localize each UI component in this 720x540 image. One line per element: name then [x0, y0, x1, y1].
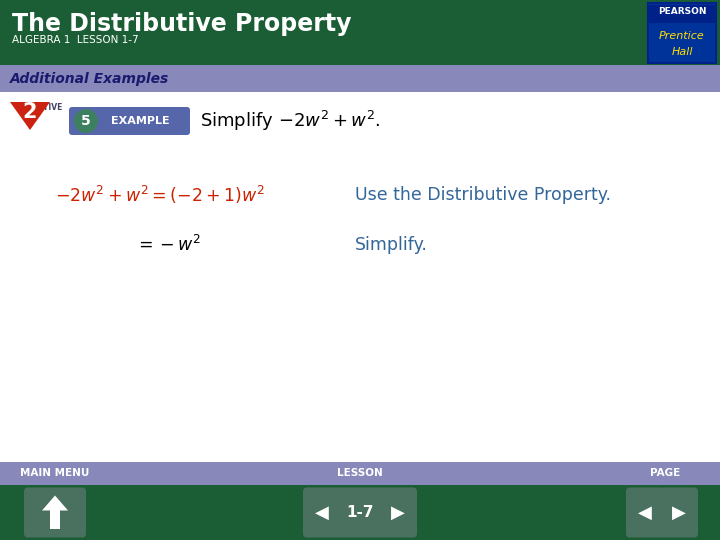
Text: 1-7: 1-7: [346, 505, 374, 520]
Text: PEARSON: PEARSON: [658, 7, 706, 16]
Text: Simplify.: Simplify.: [355, 236, 428, 254]
Text: LESSON: LESSON: [337, 469, 383, 478]
Bar: [0, 485, 720, 540]
Text: 2: 2: [23, 102, 37, 122]
Text: EXAMPLE: EXAMPLE: [111, 116, 169, 126]
Text: ALGEBRA 1  LESSON 1-7: ALGEBRA 1 LESSON 1-7: [12, 35, 139, 45]
FancyBboxPatch shape: [626, 488, 664, 537]
Text: ▶: ▶: [391, 503, 405, 522]
Text: ◀: ◀: [638, 503, 652, 522]
Bar: [0, 65, 720, 92]
Bar: [0, 462, 720, 485]
Text: OBJECTIVE: OBJECTIVE: [18, 103, 63, 112]
Text: Prentice: Prentice: [659, 31, 705, 41]
FancyBboxPatch shape: [379, 488, 417, 537]
Bar: [0, 0, 720, 65]
Text: The Distributive Property: The Distributive Property: [12, 12, 351, 36]
Text: 5: 5: [81, 114, 91, 128]
Text: $-2w^2 + w^2 = (-2 + 1)w^2$: $-2w^2 + w^2 = (-2 + 1)w^2$: [55, 184, 265, 206]
Circle shape: [74, 109, 98, 133]
Bar: [648, 5, 716, 23]
Text: Use the Distributive Property.: Use the Distributive Property.: [355, 186, 611, 204]
Text: ▶: ▶: [672, 503, 686, 522]
FancyBboxPatch shape: [303, 488, 341, 537]
Polygon shape: [10, 102, 50, 130]
Text: $= -w^2$: $= -w^2$: [135, 235, 201, 255]
FancyBboxPatch shape: [336, 488, 384, 537]
Bar: [50, 509, 60, 529]
Text: Hall: Hall: [671, 47, 693, 57]
FancyBboxPatch shape: [24, 488, 86, 537]
FancyBboxPatch shape: [660, 488, 698, 537]
Text: Additional Examples: Additional Examples: [10, 71, 169, 85]
Text: ◀: ◀: [315, 503, 329, 522]
Polygon shape: [42, 496, 68, 510]
FancyBboxPatch shape: [69, 107, 190, 135]
Text: PAGE: PAGE: [650, 469, 680, 478]
FancyBboxPatch shape: [648, 3, 716, 63]
Bar: [0, 92, 720, 462]
Text: MAIN MENU: MAIN MENU: [20, 469, 90, 478]
Text: Simplify $-2w^2 + w^2$.: Simplify $-2w^2 + w^2$.: [200, 109, 381, 133]
